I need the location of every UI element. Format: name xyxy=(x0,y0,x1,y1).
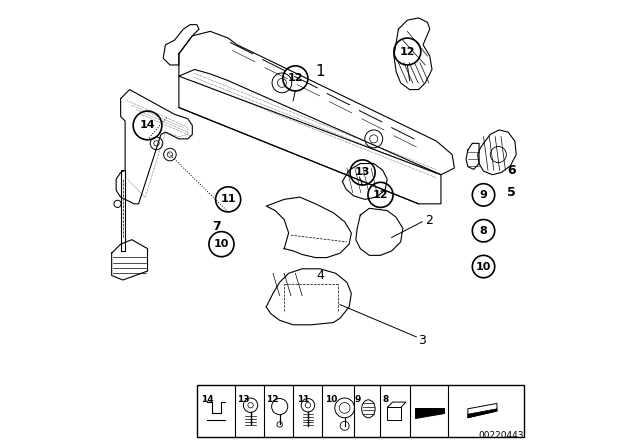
Text: 14: 14 xyxy=(202,395,214,404)
Bar xyxy=(387,408,401,420)
Text: 6: 6 xyxy=(508,164,516,177)
Polygon shape xyxy=(415,408,444,418)
Text: 12: 12 xyxy=(399,47,415,56)
Text: 12: 12 xyxy=(372,190,388,200)
Text: 9: 9 xyxy=(479,190,488,200)
Text: 11: 11 xyxy=(220,194,236,204)
Text: 12: 12 xyxy=(266,395,279,404)
Text: 10: 10 xyxy=(325,395,338,404)
Bar xyxy=(197,385,524,437)
Text: 14: 14 xyxy=(140,121,156,130)
Text: 7: 7 xyxy=(212,220,221,233)
Text: 5: 5 xyxy=(508,186,516,199)
Text: 00220443: 00220443 xyxy=(478,431,524,440)
Text: 10: 10 xyxy=(476,262,492,271)
Text: 1: 1 xyxy=(315,64,325,79)
Text: 4: 4 xyxy=(316,269,324,282)
Text: 8: 8 xyxy=(479,226,488,236)
Text: 12: 12 xyxy=(287,73,303,83)
Text: 11: 11 xyxy=(297,395,309,404)
Text: 10: 10 xyxy=(214,239,229,249)
Text: 13: 13 xyxy=(237,395,250,404)
Polygon shape xyxy=(468,409,497,418)
Text: 13: 13 xyxy=(355,168,371,177)
Text: 3: 3 xyxy=(418,334,426,347)
Text: 8: 8 xyxy=(383,395,389,404)
Text: 2: 2 xyxy=(425,214,433,228)
Text: 9: 9 xyxy=(355,395,362,404)
